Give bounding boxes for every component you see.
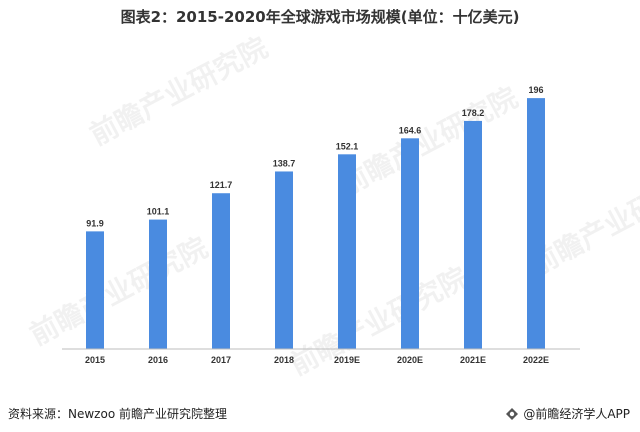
bar-chart: 91.9 101.1 121.7 138.7 152.1 164.6 178.2 196 20…	[62, 85, 580, 365]
data-label-2022E: 196	[528, 85, 543, 95]
brand-credit: @前瞻经济学人APP	[505, 405, 630, 422]
bar-2019E	[338, 154, 356, 349]
data-label-2016: 101.1	[147, 207, 170, 217]
data-label-2015: 91.9	[86, 218, 104, 228]
data-label-2020E: 164.6	[399, 125, 422, 135]
chart-title: 图表2：2015-2020年全球游戏市场规模(单位：十亿美元)	[120, 8, 520, 26]
data-label-2021E: 178.2	[462, 108, 485, 118]
brand-logo-icon	[506, 407, 519, 420]
data-label-2017: 121.7	[210, 180, 233, 190]
source-note: 资料来源：Newzoo 前瞻产业研究院整理	[8, 407, 227, 421]
x-tick-label-2017: 2017	[211, 355, 231, 365]
bar-2016	[149, 219, 167, 349]
x-tick-label-2019E: 2019E	[334, 355, 360, 365]
bar-2015	[86, 231, 104, 349]
x-tick-label-2015: 2015	[85, 355, 105, 365]
x-tick-label-2020E: 2020E	[397, 355, 423, 365]
bars-layer	[86, 98, 545, 350]
bar-2022E	[527, 98, 545, 350]
x-tick-label-2016: 2016	[148, 355, 168, 365]
bar-2017	[212, 193, 230, 349]
data-label-2018: 138.7	[273, 158, 296, 168]
data-labels-layer: 91.9 101.1 121.7 138.7 152.1 164.6 178.2 196	[86, 85, 543, 228]
x-tick-label-2018: 2018	[274, 355, 294, 365]
x-tick-labels-layer: 2015 2016 2017 2018 2019E 2020E 2021E 2022E	[85, 355, 549, 365]
data-label-2019E: 152.1	[336, 141, 359, 151]
bar-2018	[275, 171, 293, 349]
bar-2021E	[464, 120, 482, 350]
x-tick-label-2022E: 2022E	[523, 355, 549, 365]
x-tick-label-2021E: 2021E	[460, 355, 486, 365]
brand-text: @前瞻经济学人APP	[523, 407, 630, 421]
bar-2020E	[401, 138, 419, 349]
